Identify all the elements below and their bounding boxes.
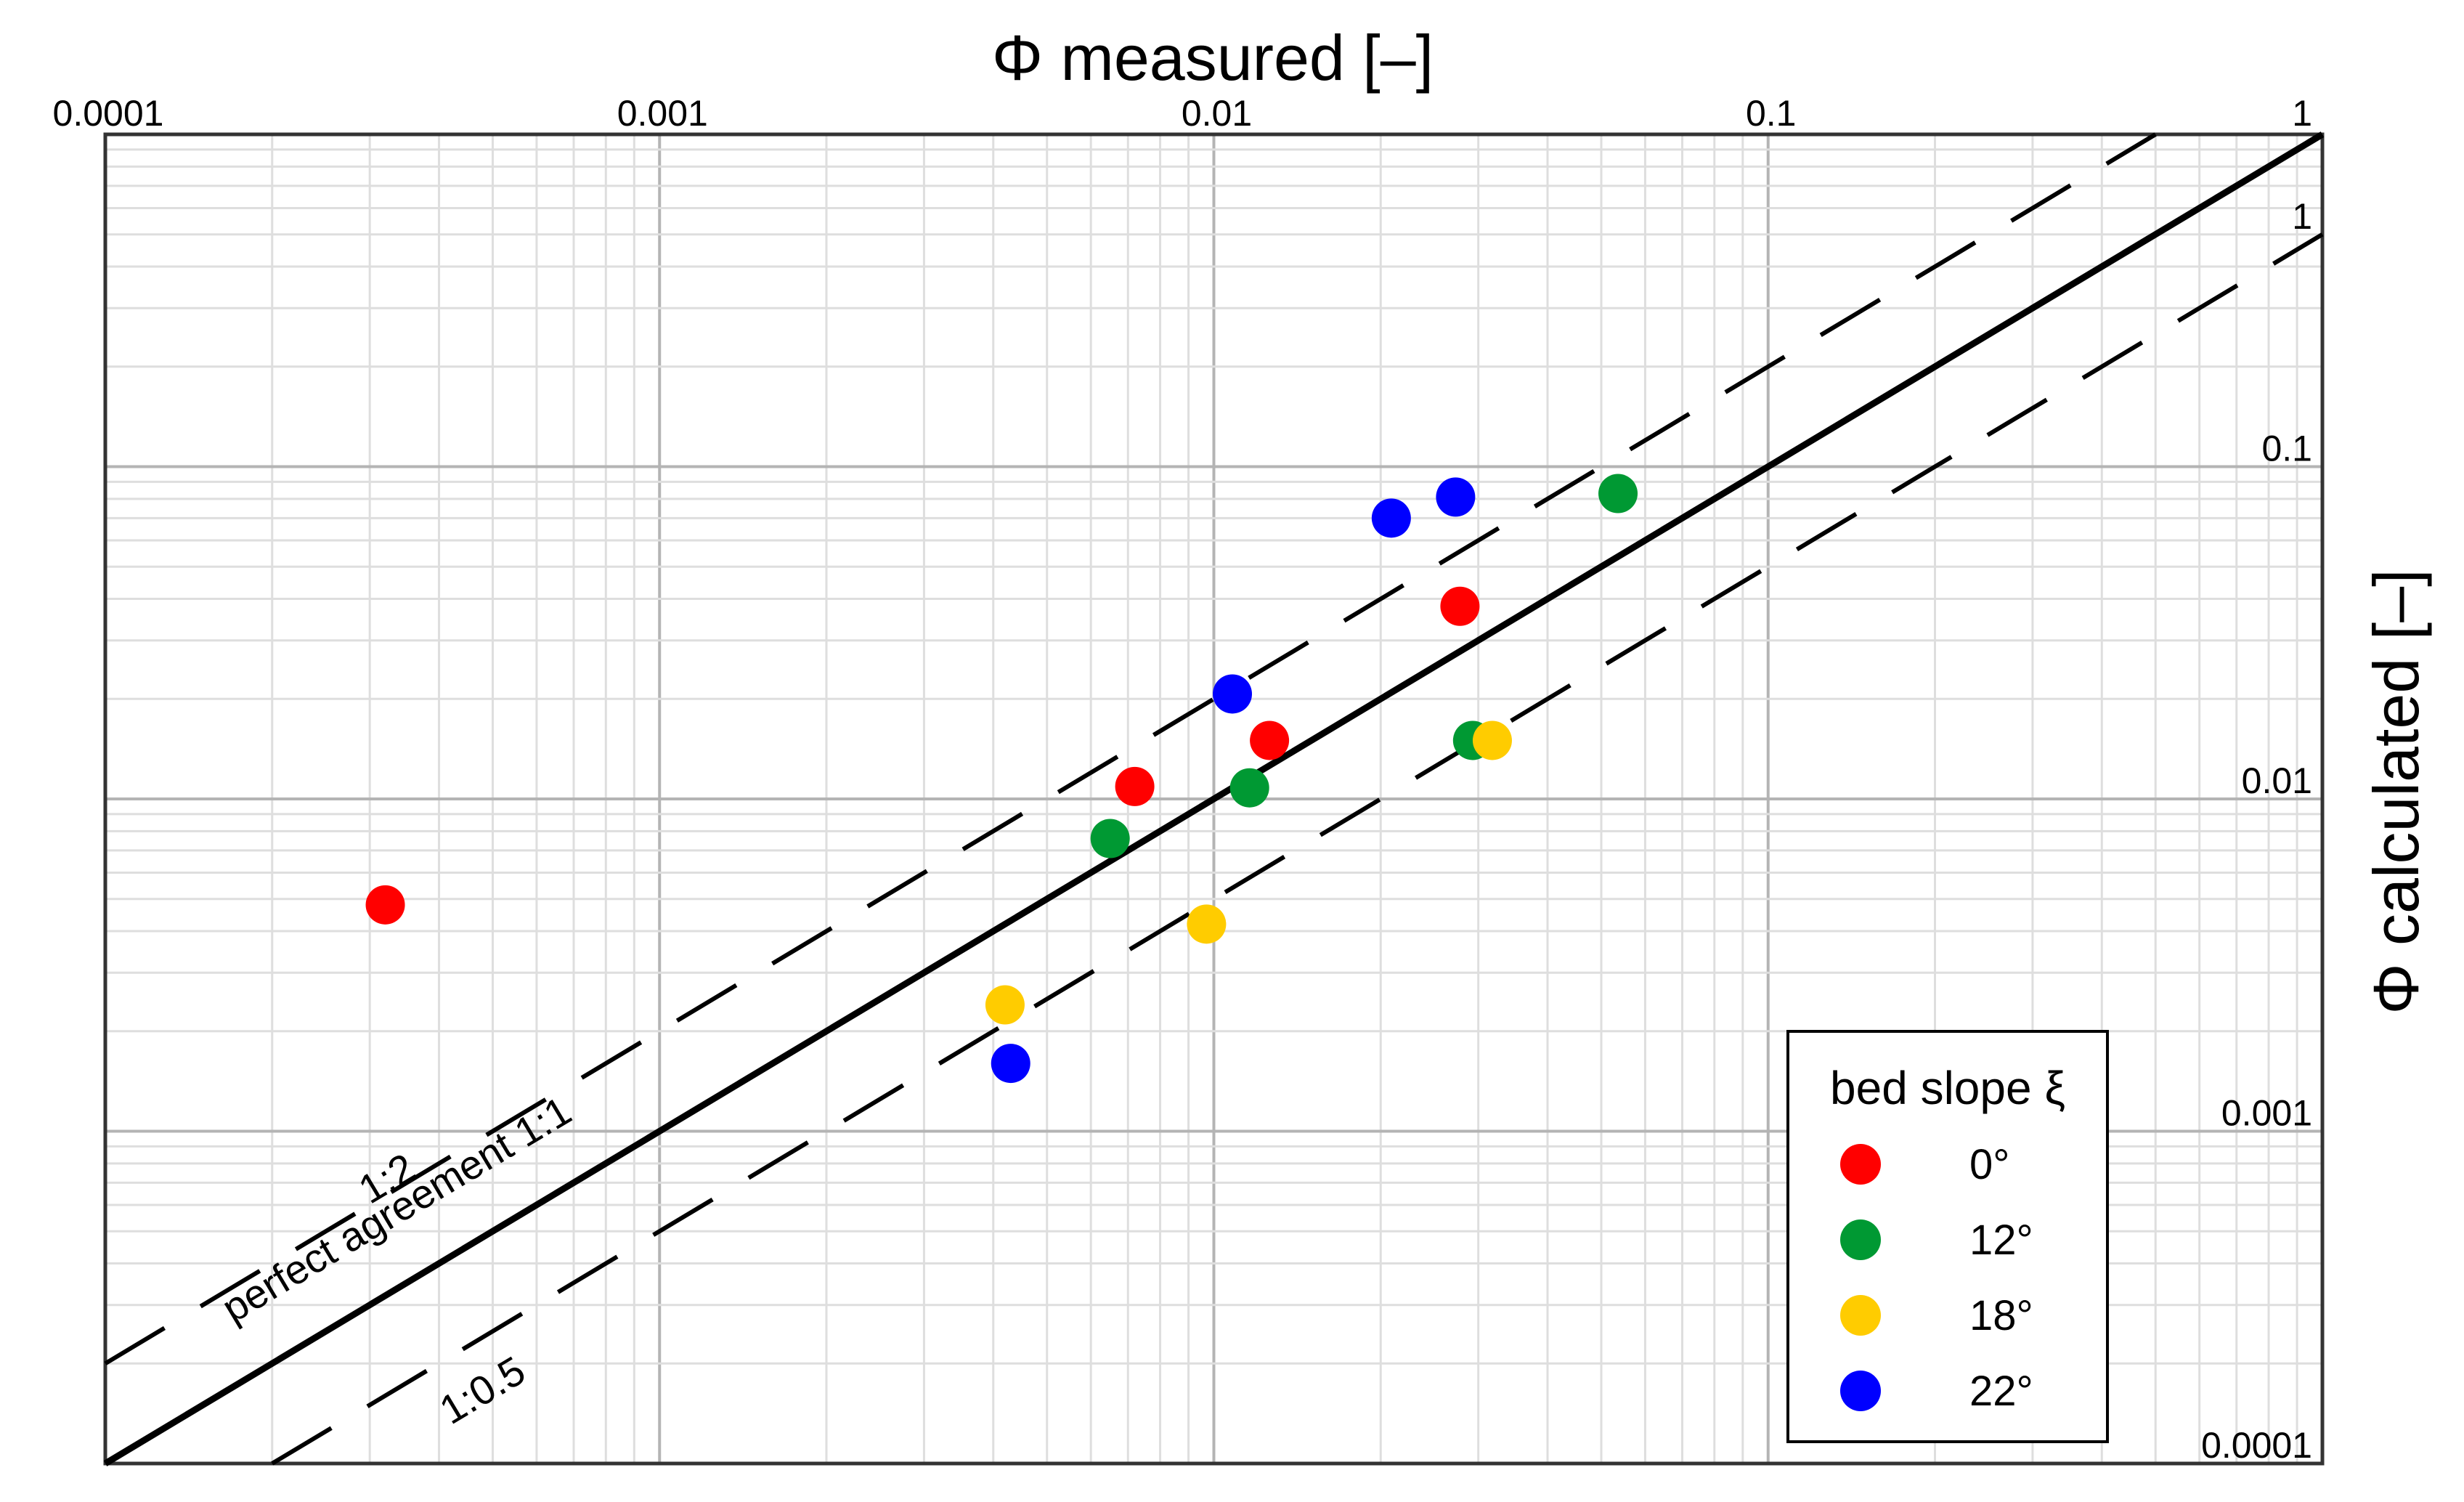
reference-line-1-0-5 [271, 232, 2324, 1466]
y-axis-title: Φ calculated [–] [2360, 569, 2432, 1014]
data-point-0deg [1250, 720, 1290, 760]
reference-line-perfect-agreement [103, 131, 2325, 1466]
legend-label: 0° [1969, 1141, 2009, 1188]
y-tick-label: 0.001 [2221, 1093, 2312, 1134]
legend: bed slope ξ 0° 12° 18° 22° [1786, 1030, 2109, 1443]
x-tick-label: 0.01 [1182, 93, 1252, 134]
legend-label: 18° [1969, 1292, 2033, 1339]
reference-line-1-2 [104, 132, 2157, 1365]
legend-items: 0° 12° 18° 22° [1840, 1141, 2033, 1415]
legend-label: 12° [1969, 1217, 2033, 1264]
x-axis-title: Φ measured [–] [992, 22, 1434, 94]
data-point-12deg [1598, 474, 1638, 513]
legend-title: bed slope ξ [1830, 1062, 2065, 1114]
data-point-18deg [1472, 720, 1512, 760]
tick-labels: 0.0001 0.001 0.01 0.1 1 0.0001 0.001 0.01 0.1 1 [53, 93, 2312, 1466]
data-point-18deg [985, 985, 1025, 1025]
x-tick-label: 0.0001 [53, 93, 164, 134]
x-tick-label: 1 [2292, 93, 2312, 134]
legend-label: 22° [1969, 1368, 2033, 1415]
legend-swatch [1840, 1371, 1881, 1411]
plot-frame [103, 132, 2325, 1466]
data-point-12deg [1090, 819, 1130, 858]
data-point-22deg [991, 1044, 1030, 1084]
legend-swatch [1840, 1144, 1881, 1185]
y-tick-label: 1 [2292, 196, 2312, 237]
x-tick-label: 0.001 [617, 93, 708, 134]
y-tick-label: 0.01 [2242, 760, 2312, 801]
data-point-0deg [1115, 766, 1155, 806]
data-point-12deg [1229, 768, 1269, 808]
y-tick-label: 0.1 [2261, 429, 2312, 469]
data-point-22deg [1213, 674, 1253, 714]
y-tick-label: 0.0001 [2201, 1425, 2312, 1466]
data-point-0deg [365, 885, 405, 925]
data-point-22deg [1436, 477, 1476, 517]
data-point-18deg [1187, 904, 1227, 944]
x-tick-label: 0.1 [1746, 93, 1797, 134]
legend-swatch [1840, 1219, 1881, 1260]
data-points [365, 474, 1638, 1084]
data-point-0deg [1440, 586, 1480, 626]
legend-swatch [1840, 1295, 1881, 1336]
data-point-22deg [1371, 498, 1411, 538]
